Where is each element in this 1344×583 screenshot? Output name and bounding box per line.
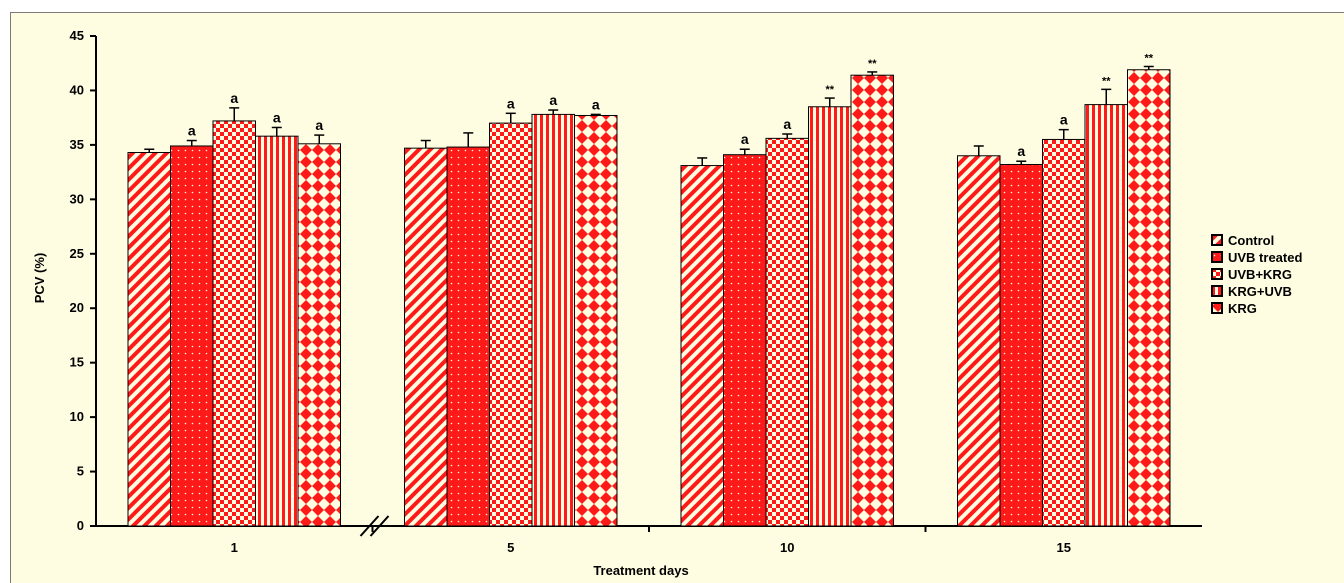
bar	[999, 163, 1043, 527]
y-tick-label: 20	[70, 300, 84, 315]
significance-label: a	[507, 95, 515, 111]
y-axis-title: PCV (%)	[32, 253, 47, 304]
y-tick-label: 0	[77, 518, 84, 533]
x-tick-label: 10	[780, 540, 794, 555]
y-tick-label: 25	[70, 246, 84, 261]
bar	[808, 106, 852, 527]
legend-swatch	[1211, 302, 1223, 314]
bar	[723, 154, 767, 527]
plot-area: 0 5 10 15 20 25 30 35 40 45 1 a a a a 5 a a a 10 a a ** ** 15 a a *…	[70, 28, 1202, 555]
x-tick-label: 1	[231, 540, 238, 555]
bar	[170, 145, 214, 527]
bar	[404, 147, 448, 527]
bar	[1127, 69, 1171, 527]
significance-label: a	[188, 123, 196, 139]
y-tick-label: 35	[70, 137, 84, 152]
significance-label: a	[1060, 112, 1068, 128]
bar	[489, 122, 533, 527]
significance-label: a	[1017, 143, 1025, 159]
significance-label: **	[1144, 52, 1153, 64]
bar	[765, 137, 809, 527]
significance-label: **	[825, 84, 834, 96]
y-tick-label: 40	[70, 82, 84, 97]
y-tick-label: 15	[70, 355, 84, 370]
bar	[957, 155, 1001, 527]
bar	[850, 74, 894, 527]
legend-label: UVB treated	[1228, 250, 1302, 265]
significance-label: a	[273, 109, 281, 125]
legend: Control UVB treated UVB+KRG KRG+UVB KRG	[1211, 233, 1302, 316]
y-tick-label: 45	[70, 28, 84, 43]
legend-label: Control	[1228, 233, 1274, 248]
x-tick-label: 15	[1057, 540, 1071, 555]
bar	[531, 113, 575, 527]
legend-label: KRG	[1228, 301, 1257, 316]
significance-label: a	[549, 92, 557, 108]
bar	[680, 165, 724, 527]
significance-label: a	[741, 131, 749, 147]
significance-label: a	[315, 117, 323, 133]
bar	[1084, 104, 1128, 527]
bar	[297, 143, 341, 527]
significance-label: a	[592, 96, 600, 112]
bar	[446, 146, 490, 527]
axis-break	[359, 515, 390, 537]
x-tick-label: 5	[507, 540, 514, 555]
legend-swatch	[1211, 268, 1223, 280]
legend-swatch	[1211, 234, 1223, 246]
y-tick-label: 5	[77, 464, 84, 479]
significance-label: **	[1102, 75, 1111, 87]
legend-label: UVB+KRG	[1228, 267, 1292, 282]
y-tick-label: 10	[70, 409, 84, 424]
significance-label: a	[783, 116, 791, 132]
legend-swatch	[1211, 285, 1223, 297]
x-axis-title: Treatment days	[593, 563, 688, 578]
legend-label: KRG+UVB	[1228, 284, 1292, 299]
bar	[574, 114, 618, 527]
significance-label: a	[230, 90, 238, 106]
legend-swatch	[1211, 251, 1223, 263]
bar	[1042, 138, 1086, 527]
y-tick-label: 30	[70, 191, 84, 206]
bar	[212, 120, 256, 527]
significance-label: **	[868, 58, 877, 70]
bar	[255, 135, 299, 527]
bar	[127, 152, 171, 527]
